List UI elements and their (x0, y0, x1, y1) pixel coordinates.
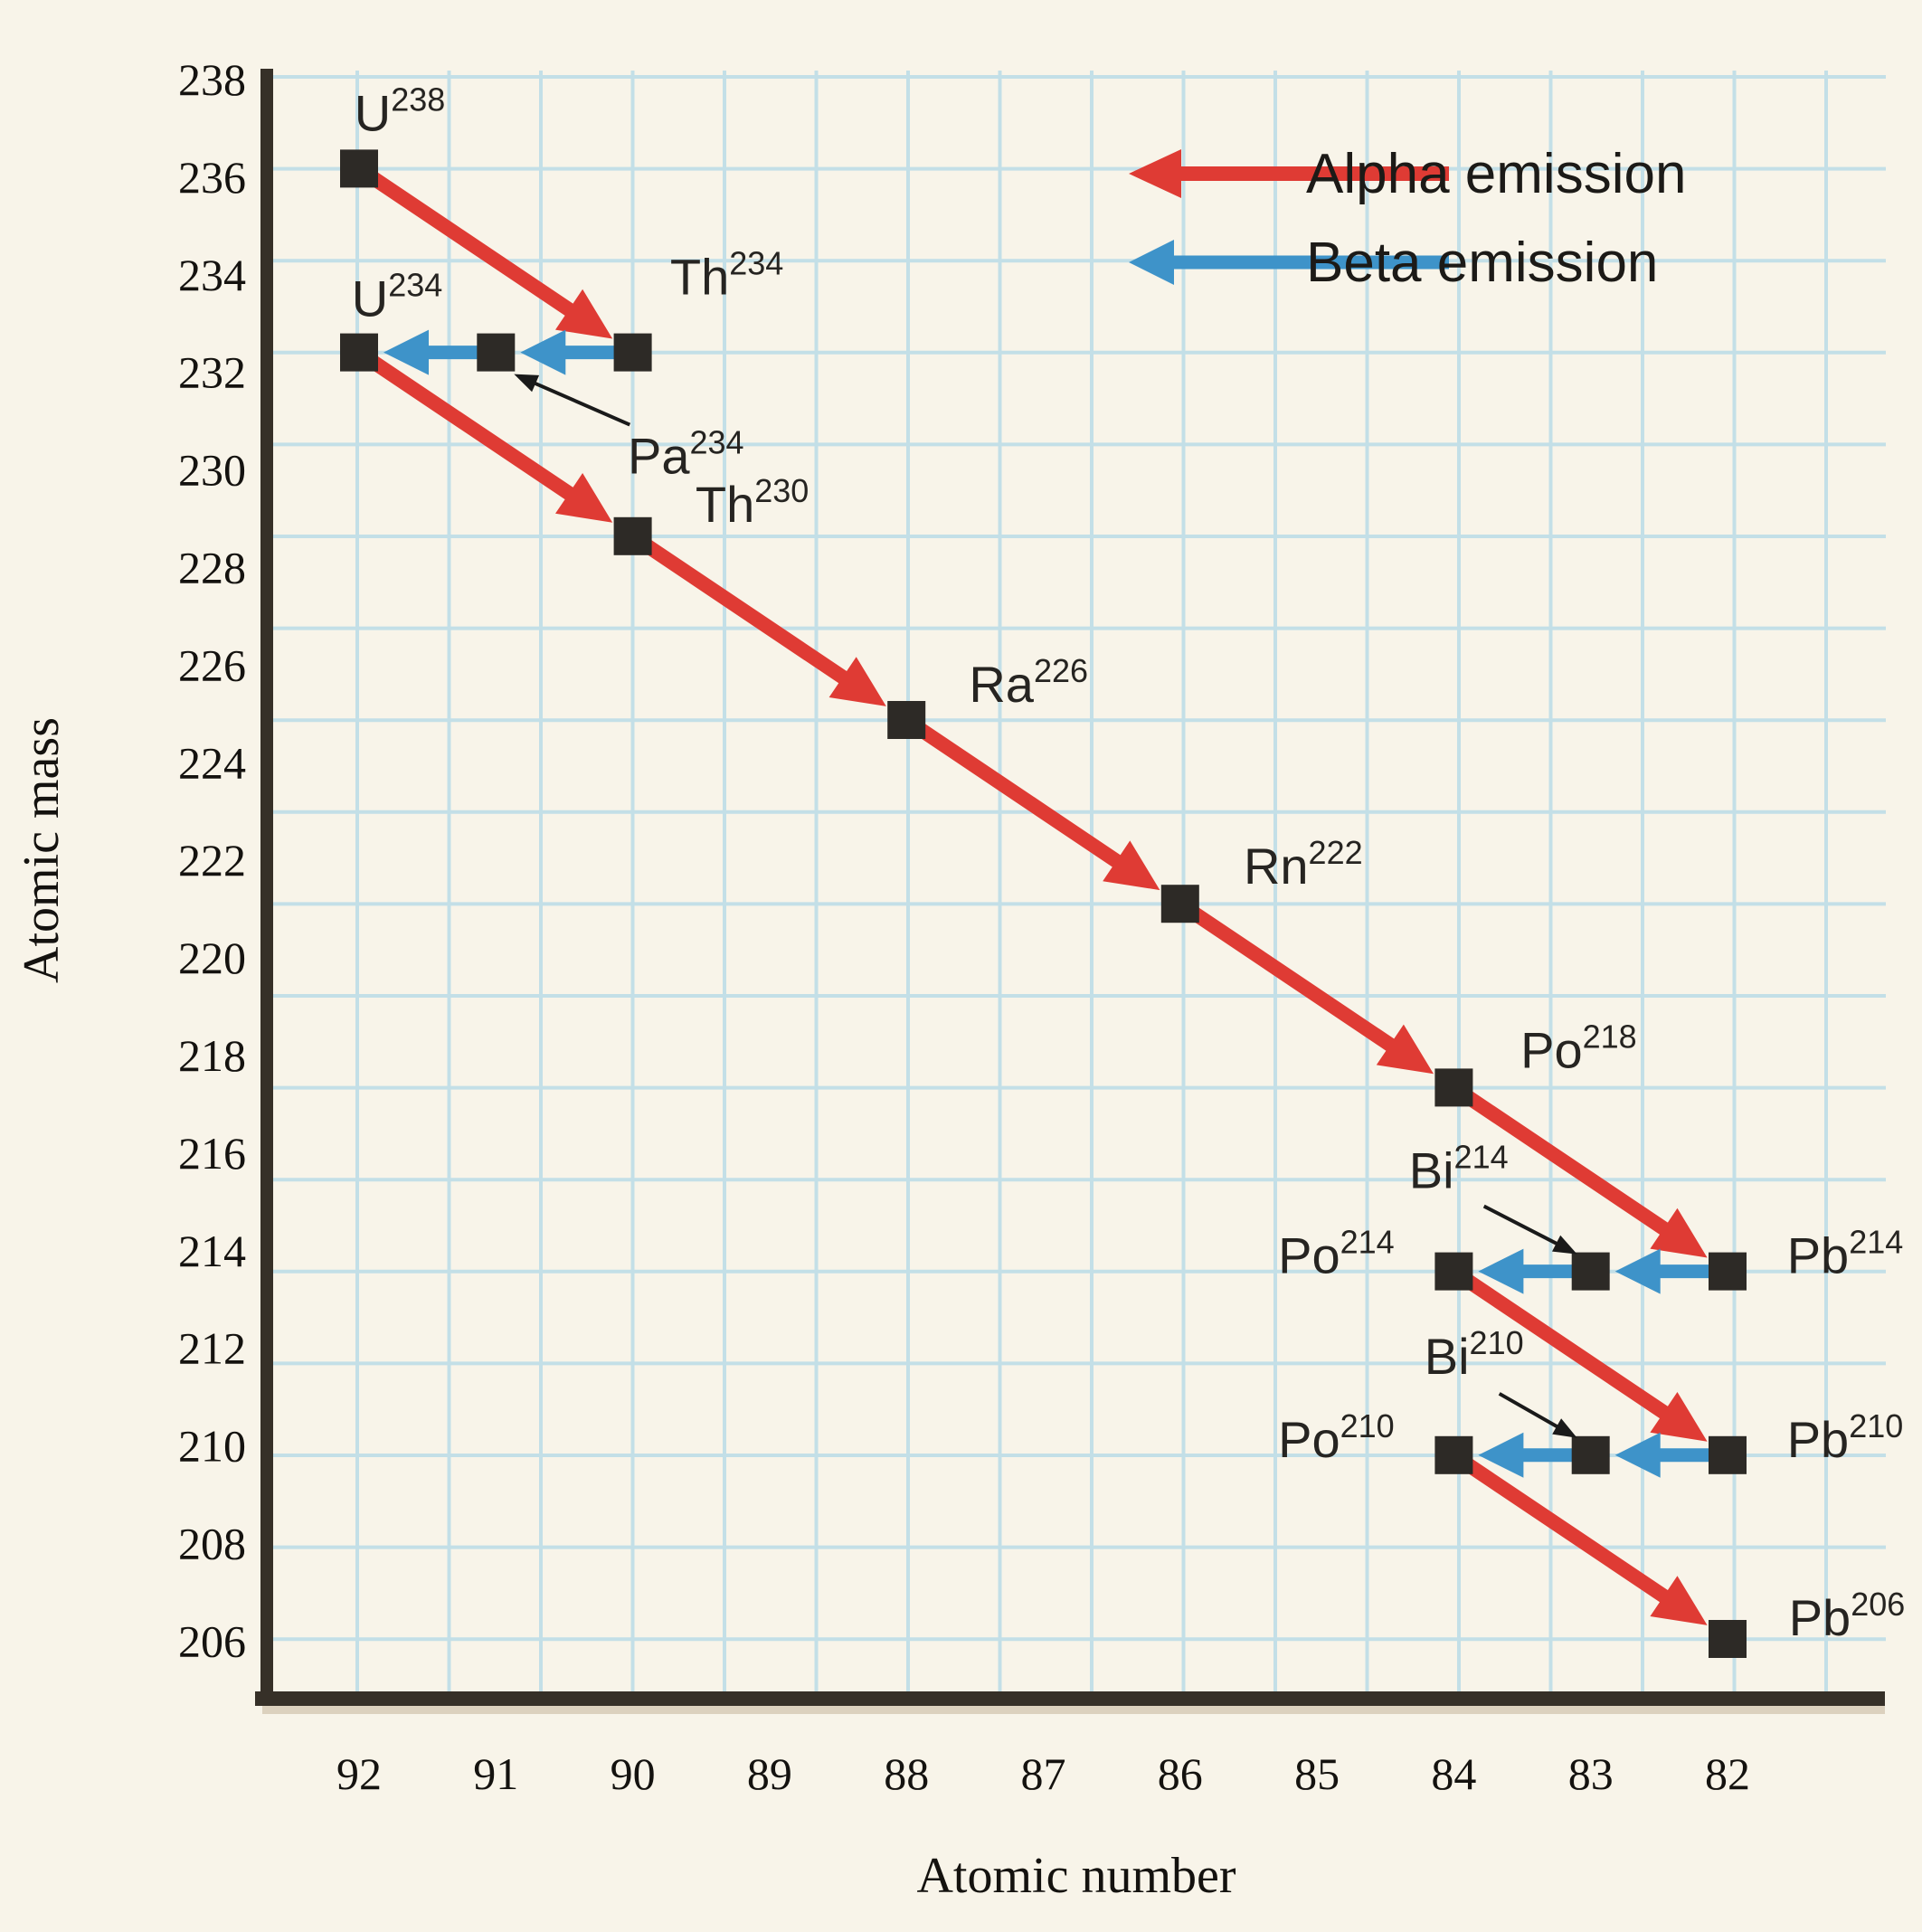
y-tick-label-232: 232 (178, 347, 246, 398)
marker-ra226 (887, 701, 926, 739)
x-tick-label-92: 92 (336, 1748, 382, 1799)
marker-pb210 (1709, 1435, 1747, 1474)
x-tick-label-84: 84 (1431, 1748, 1476, 1799)
alpha-arrow-rn222-po218 (1176, 897, 1434, 1075)
label-rn222: Rn222 (1244, 834, 1363, 895)
x-axis-shadow (262, 1706, 1885, 1714)
nuclide-labels: U238 Th234 Pa234 U234 Th230 Ra226 Rn222 Po218 Pb… (352, 80, 1906, 1646)
y-tick-label-210: 210 (178, 1421, 246, 1472)
label-bi210: Bi210 (1425, 1324, 1524, 1385)
x-tick-label-88: 88 (884, 1748, 929, 1799)
y-axis-spine (260, 69, 273, 1697)
y-tick-label-208: 208 (178, 1519, 246, 1569)
y-tick-label-206: 206 (178, 1615, 246, 1666)
marker-pa234 (477, 333, 516, 372)
label-bi214: Bi214 (1409, 1139, 1509, 1199)
marker-pb214 (1709, 1252, 1747, 1291)
y-tick-label-228: 228 (178, 543, 246, 593)
marker-po218 (1434, 1068, 1473, 1107)
y-tick-label-214: 214 (178, 1226, 246, 1276)
annotation-arrows (514, 374, 1577, 1438)
y-tick-label-222: 222 (178, 835, 246, 886)
marker-po210 (1434, 1435, 1473, 1474)
pointer-arrow-bi210 (1498, 1392, 1577, 1438)
y-tick-label-236: 236 (178, 152, 246, 203)
beta-arrow-th234-pa234 (520, 329, 633, 375)
x-tick-label-89: 89 (747, 1748, 792, 1799)
marker-bi214 (1571, 1252, 1610, 1291)
beta-arrow-bi210-po210 (1478, 1432, 1591, 1478)
label-po218: Po218 (1520, 1018, 1637, 1078)
label-u234: U234 (352, 267, 443, 327)
x-tick-label-87: 87 (1021, 1748, 1066, 1799)
y-axis-tick-labels: 238 236 234 232 230 228 226 224 222 220 218 216 214 2… (178, 54, 246, 1666)
label-th234: Th234 (670, 245, 783, 306)
y-tick-label-226: 226 (178, 639, 246, 690)
alpha-arrow-u238-th234 (355, 162, 613, 339)
beta-arrow-pb214-bi214 (1614, 1248, 1728, 1294)
alpha-arrow-po218-pb214 (1449, 1081, 1708, 1258)
label-po210: Po210 (1278, 1407, 1395, 1468)
marker-u234 (340, 333, 378, 372)
marker-po214 (1434, 1252, 1473, 1291)
beta-arrow-pa234-u234 (383, 329, 497, 375)
marker-u238 (340, 149, 378, 188)
y-tick-label-238: 238 (178, 54, 246, 105)
pointer-arrow-pa234 (514, 374, 631, 427)
y-tick-label-234: 234 (178, 250, 246, 300)
marker-rn222 (1160, 885, 1199, 923)
x-axis-spine (255, 1691, 1885, 1706)
label-po214: Po214 (1278, 1224, 1395, 1284)
x-tick-label-91: 91 (473, 1748, 518, 1799)
y-tick-label-230: 230 (178, 445, 246, 496)
pointer-arrow-bi214 (1482, 1204, 1577, 1255)
x-tick-label-83: 83 (1568, 1748, 1614, 1799)
label-pb214: Pb214 (1787, 1224, 1904, 1284)
alpha-arrow-po214-pb210 (1449, 1265, 1708, 1442)
legend-beta-arrow-icon (1129, 240, 1449, 285)
alpha-arrow-th230-ra226 (629, 530, 886, 706)
label-pb210: Pb210 (1787, 1407, 1904, 1468)
axes-spines (255, 69, 1885, 1714)
legend-alpha-label: Alpha emission (1306, 143, 1686, 205)
x-tick-label-82: 82 (1705, 1748, 1750, 1799)
beta-arrow-pb210-bi210 (1614, 1432, 1728, 1478)
y-axis-title: Atomic mass (14, 717, 70, 983)
x-tick-label-86: 86 (1158, 1748, 1203, 1799)
y-tick-label-220: 220 (178, 933, 246, 983)
legend-beta-label: Beta emission (1306, 232, 1658, 294)
alpha-arrow-ra226-rn222 (902, 714, 1160, 891)
legend-alpha-arrow-icon (1129, 149, 1449, 198)
nuclide-markers (340, 149, 1747, 1658)
alpha-arrow-u234-th230 (355, 346, 613, 523)
decay-arrows (355, 162, 1728, 1625)
x-tick-label-85: 85 (1294, 1748, 1340, 1799)
y-tick-label-216: 216 (178, 1128, 246, 1179)
marker-th230 (613, 516, 652, 555)
alpha-arrow-po210-pb206 (1449, 1449, 1708, 1625)
beta-arrow-bi214-po214 (1478, 1248, 1591, 1294)
marker-bi210 (1571, 1435, 1610, 1474)
label-pa234: Pa234 (628, 424, 744, 485)
label-ra226: Ra226 (969, 652, 1088, 713)
label-pb206: Pb206 (1789, 1586, 1906, 1646)
y-tick-label-218: 218 (178, 1030, 246, 1081)
y-tick-label-224: 224 (178, 737, 246, 788)
x-axis-title: Atomic number (916, 1848, 1236, 1904)
y-tick-label-212: 212 (178, 1323, 246, 1374)
marker-th234 (613, 333, 652, 372)
x-axis-tick-labels: 92 91 90 89 88 87 86 85 84 83 82 (336, 1748, 1750, 1799)
marker-pb206 (1709, 1620, 1747, 1658)
legend: Alpha emission Beta emission (1129, 143, 1686, 294)
label-th230: Th230 (696, 472, 809, 533)
legend-arrow-icons (1129, 149, 1449, 285)
label-u238: U238 (355, 80, 446, 141)
x-tick-label-90: 90 (611, 1748, 656, 1799)
